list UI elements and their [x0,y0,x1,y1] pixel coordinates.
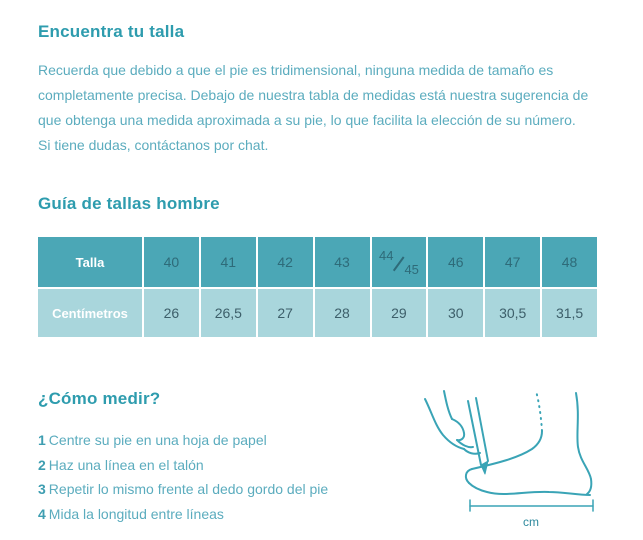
size-cell: 42 [255,237,313,287]
cm-cell: 29 [369,287,427,337]
measure-step: 2 Haz una línea en el talón [38,453,328,478]
sole-line [468,482,591,496]
step-text: Haz una línea en el talón [48,456,204,473]
pencil-icon [475,397,489,462]
measure-step: 3 Repetir lo mismo frente al dedo gordo d… [38,477,328,502]
size-cell: 43 [312,237,370,287]
size-row-label: Talla [38,237,142,287]
step-number: 2 [38,456,46,473]
intro-paragraph-line: Recuerda que debido a que el pie es trid… [38,62,554,78]
pencil-tip [480,460,489,475]
step-number: 1 [38,432,46,448]
size-cell: 47 [483,237,541,287]
intro-paragraph-line: que obtenga una medida aproximada a su p… [38,112,576,128]
measurement-line [469,499,594,512]
shin-line [535,390,543,432]
cm-cell: 28 [312,287,370,337]
split-size-top: 44 [378,248,394,263]
split-size-bottom: 45 [404,262,419,277]
intro-paragraph-line: Si tiene dudas, contáctanos por chat. [38,137,269,153]
pencil-icon [467,400,482,466]
measure-step: 1 Centre su pie en una hoja de papel [38,428,328,453]
step-text: Centre su pie en una hoja de papel [48,432,267,448]
size-cell: 48 [540,237,597,287]
how-to-measure-title: ¿Cómo medir? [38,389,161,408]
leg-back-line [575,392,593,495]
instep-line [471,430,543,470]
step-text: Mida la longitud entre líneas [48,505,224,522]
intro-paragraph: Recuerda que debido a que el pie es trid… [38,58,628,158]
foot-measure-illustration: cm [424,390,594,529]
intro-paragraph-line: completamente precisa. Debajo de nuestra… [38,87,589,103]
step-number: 4 [38,505,46,522]
size-table-row-centimeters: Centímetros 26 26,5 27 28 29 30 30,5 31,… [38,287,597,337]
hand-outline [424,398,465,450]
size-table-row-sizes: Talla 40 41 42 43 44 45 46 47 48 [38,237,597,287]
find-size-title: Encuentra tu talla [38,22,185,41]
size-cell-split: 44 45 [369,237,427,287]
measure-steps-list: 1 Centre su pie en una hoja de papel 2 Haz… [38,428,328,526]
cm-cell: 26 [142,287,199,337]
cm-cell: 30,5 [483,287,541,337]
finger-line [456,439,474,449]
size-table: Talla 40 41 42 43 44 45 46 47 48 Centímet… [38,237,597,337]
slash-divider-icon [393,255,405,271]
size-cell: 40 [142,237,199,287]
size-cell: 41 [198,237,256,287]
measure-step: 4 Mida la longitud entre líneas [38,502,328,527]
cm-unit-label: cm [523,515,539,529]
step-number: 3 [38,481,46,497]
cm-cell: 30 [426,287,484,337]
toe-line [464,468,473,484]
cm-row-label: Centímetros [38,287,142,337]
step-text: Repetir lo mismo frente al dedo gordo de… [48,481,329,497]
cm-cell: 27 [255,287,313,337]
finger-line [451,418,466,442]
arm-inner-line [443,390,453,420]
size-cell: 46 [426,237,484,287]
cm-cell: 31,5 [540,287,597,337]
size-guide-title: Guía de tallas hombre [38,194,220,213]
cm-cell: 26,5 [198,287,256,337]
